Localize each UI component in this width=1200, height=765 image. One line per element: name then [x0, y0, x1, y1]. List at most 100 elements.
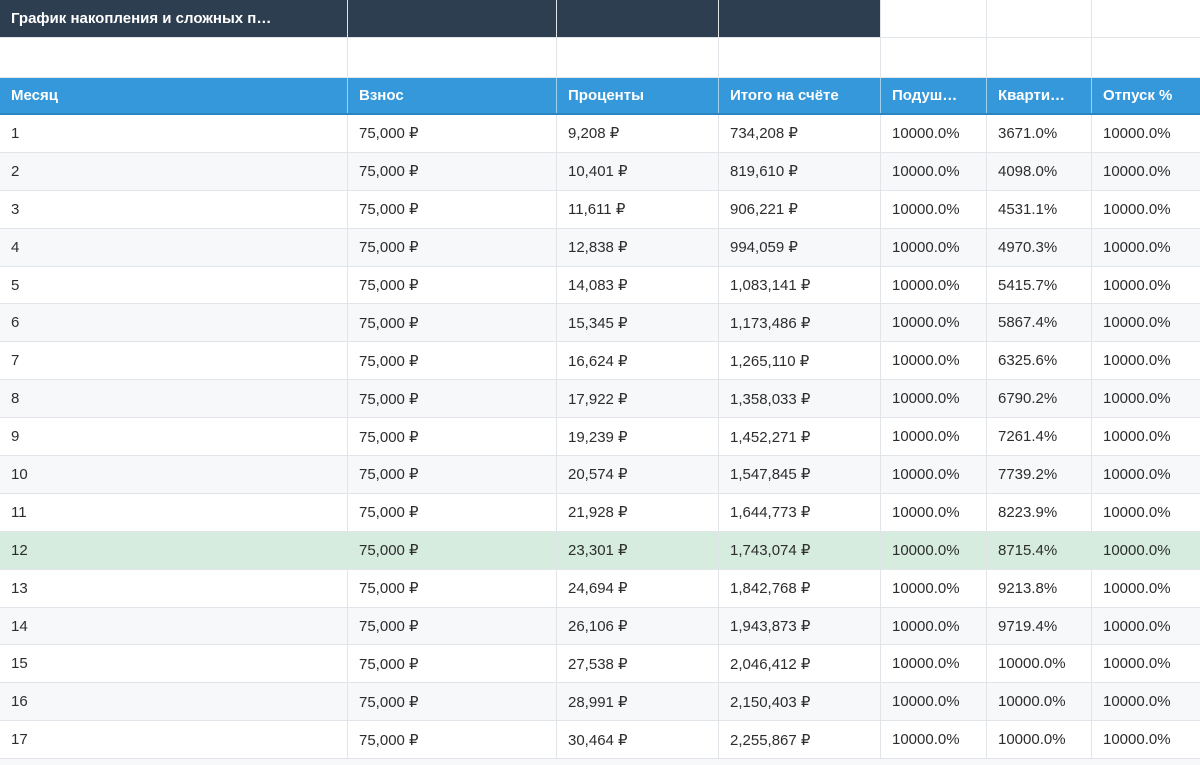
cell-interest[interactable]: 21,928 ₽	[557, 494, 719, 531]
cell-cushion[interactable]: 10000.0%	[881, 494, 987, 531]
cell-apartment[interactable]: 3671.0%	[987, 115, 1092, 152]
cell-interest[interactable]: 24,694 ₽	[557, 570, 719, 607]
cell-apartment[interactable]: 5867.4%	[987, 304, 1092, 341]
cell-cushion[interactable]: 10000.0%	[881, 683, 987, 720]
cell-interest[interactable]: 9,208 ₽	[557, 115, 719, 152]
cell-month[interactable]: 1	[0, 115, 348, 152]
spacer-cell[interactable]	[348, 38, 557, 77]
cell-interest[interactable]: 26,106 ₽	[557, 608, 719, 645]
cell-apartment[interactable]: 4098.0%	[987, 153, 1092, 190]
sheet-title-cell[interactable]: График накопления и сложных п…	[0, 0, 348, 37]
cell-vacation[interactable]: 10000.0%	[1092, 191, 1200, 228]
cell-vacation[interactable]: 10000.0%	[1092, 153, 1200, 190]
cell-interest[interactable]: 27,538 ₽	[557, 645, 719, 682]
cell-month[interactable]: 14	[0, 608, 348, 645]
cell-cushion[interactable]: 10000.0%	[881, 191, 987, 228]
cell-deposit[interactable]: 75,000 ₽	[348, 570, 557, 607]
column-header-total[interactable]: Итого на счёте	[719, 78, 881, 113]
cell-interest[interactable]: 16,624 ₽	[557, 342, 719, 379]
column-header-interest[interactable]: Проценты	[557, 78, 719, 113]
cell-total[interactable]: 2,255,867 ₽	[719, 721, 881, 758]
cell-interest[interactable]: 17,922 ₽	[557, 380, 719, 417]
cell-apartment[interactable]: 10000.0%	[987, 645, 1092, 682]
cell-vacation[interactable]: 10000.0%	[1092, 532, 1200, 569]
cell-interest[interactable]: 28,991 ₽	[557, 683, 719, 720]
cell-interest[interactable]: 30,464 ₽	[557, 721, 719, 758]
cell-month[interactable]: 6	[0, 304, 348, 341]
title-row-cell[interactable]	[719, 0, 881, 37]
cell-apartment[interactable]: 6790.2%	[987, 380, 1092, 417]
cell-deposit[interactable]: 75,000 ₽	[348, 418, 557, 455]
cell-interest[interactable]: 11,611 ₽	[557, 191, 719, 228]
cell-month[interactable]: 15	[0, 645, 348, 682]
cell-month[interactable]: 12	[0, 532, 348, 569]
cell-month[interactable]: 8	[0, 380, 348, 417]
cell-cushion[interactable]: 10000.0%	[881, 342, 987, 379]
cell-month[interactable]: 16	[0, 683, 348, 720]
cell-vacation[interactable]: 10000.0%	[1092, 608, 1200, 645]
cell-vacation[interactable]: 10000.0%	[1092, 570, 1200, 607]
cell-apartment[interactable]: 7739.2%	[987, 456, 1092, 493]
cell-interest[interactable]: 23,301 ₽	[557, 532, 719, 569]
cell-interest[interactable]: 14,083 ₽	[557, 267, 719, 304]
cell-month[interactable]: 13	[0, 570, 348, 607]
cell-deposit[interactable]: 75,000 ₽	[348, 115, 557, 152]
spacer-cell[interactable]	[719, 38, 881, 77]
cell-total[interactable]: 1,842,768 ₽	[719, 570, 881, 607]
cell-interest[interactable]: 19,239 ₽	[557, 418, 719, 455]
cell-total[interactable]: 1,452,271 ₽	[719, 418, 881, 455]
column-header-apartment[interactable]: Кварти…	[987, 78, 1092, 113]
cell-total[interactable]: 819,610 ₽	[719, 153, 881, 190]
cell-deposit[interactable]: 75,000 ₽	[348, 645, 557, 682]
cell-deposit[interactable]: 75,000 ₽	[348, 342, 557, 379]
cell-cushion[interactable]: 10000.0%	[881, 267, 987, 304]
title-row-cell[interactable]	[881, 0, 987, 37]
cell-vacation[interactable]: 10000.0%	[1092, 456, 1200, 493]
cell-vacation[interactable]: 10000.0%	[1092, 683, 1200, 720]
cell-month[interactable]: 11	[0, 494, 348, 531]
cell-cushion[interactable]: 10000.0%	[881, 304, 987, 341]
cell-apartment[interactable]: 8223.9%	[987, 494, 1092, 531]
cell-interest[interactable]: 20,574 ₽	[557, 456, 719, 493]
spacer-cell[interactable]	[987, 38, 1092, 77]
cell-deposit[interactable]: 75,000 ₽	[348, 229, 557, 266]
cell-total[interactable]: 1,083,141 ₽	[719, 267, 881, 304]
cell-month[interactable]: 9	[0, 418, 348, 455]
cell-apartment[interactable]: 6325.6%	[987, 342, 1092, 379]
cell-cushion[interactable]: 10000.0%	[881, 115, 987, 152]
cell-deposit[interactable]: 75,000 ₽	[348, 683, 557, 720]
title-row-cell[interactable]	[1092, 0, 1200, 37]
spacer-cell[interactable]	[0, 38, 348, 77]
spacer-cell[interactable]	[881, 38, 987, 77]
column-header-month[interactable]: Месяц	[0, 78, 348, 113]
cell-interest[interactable]: 15,345 ₽	[557, 304, 719, 341]
column-header-cushion[interactable]: Подуш…	[881, 78, 987, 113]
cell-cushion[interactable]: 10000.0%	[881, 721, 987, 758]
title-row-cell[interactable]	[348, 0, 557, 37]
spacer-cell[interactable]	[1092, 38, 1200, 77]
column-header-vacation[interactable]: Отпуск %	[1092, 78, 1200, 113]
cell-total[interactable]: 1,547,845 ₽	[719, 456, 881, 493]
cell-apartment[interactable]: 10000.0%	[987, 683, 1092, 720]
cell-cushion[interactable]: 10000.0%	[881, 418, 987, 455]
cell-apartment[interactable]: 8715.4%	[987, 532, 1092, 569]
cell-vacation[interactable]: 10000.0%	[1092, 229, 1200, 266]
column-header-deposit[interactable]: Взнос	[348, 78, 557, 113]
cell-apartment[interactable]: 4531.1%	[987, 191, 1092, 228]
cell-cushion[interactable]: 10000.0%	[881, 380, 987, 417]
title-row-cell[interactable]	[557, 0, 719, 37]
cell-vacation[interactable]: 10000.0%	[1092, 267, 1200, 304]
cell-cushion[interactable]: 10000.0%	[881, 570, 987, 607]
cell-deposit[interactable]: 75,000 ₽	[348, 494, 557, 531]
cell-deposit[interactable]: 75,000 ₽	[348, 267, 557, 304]
cell-total[interactable]: 1,743,074 ₽	[719, 532, 881, 569]
cell-cushion[interactable]: 10000.0%	[881, 532, 987, 569]
cell-vacation[interactable]: 10000.0%	[1092, 380, 1200, 417]
cell-total[interactable]: 2,046,412 ₽	[719, 645, 881, 682]
cell-total[interactable]: 1,358,033 ₽	[719, 380, 881, 417]
cell-total[interactable]: 734,208 ₽	[719, 115, 881, 152]
cell-deposit[interactable]: 75,000 ₽	[348, 380, 557, 417]
cell-deposit[interactable]: 75,000 ₽	[348, 153, 557, 190]
cell-month[interactable]: 5	[0, 267, 348, 304]
cell-interest[interactable]: 10,401 ₽	[557, 153, 719, 190]
